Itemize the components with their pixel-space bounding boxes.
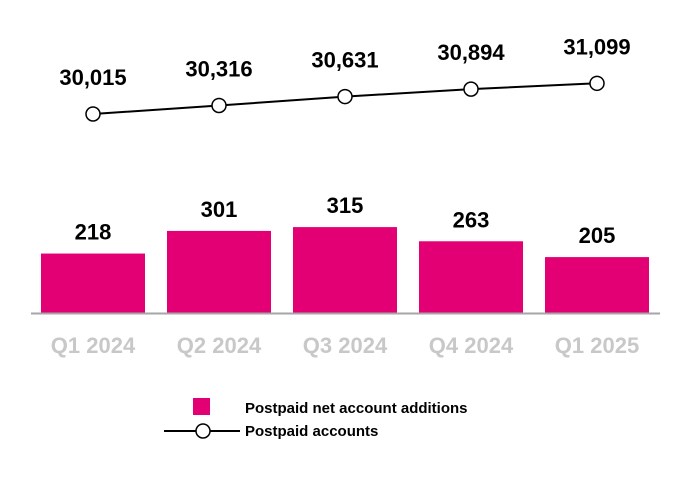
- line-value-label-2: 30,316: [185, 56, 252, 81]
- x-tick-layer: Q1 2024 Q2 2024 Q3 2024 Q4 2024 Q1 2025: [51, 333, 639, 358]
- legend-line-label: Postpaid accounts: [245, 423, 378, 440]
- bar-value-label-4: 263: [453, 207, 490, 232]
- line-value-label-1: 30,015: [59, 65, 126, 90]
- legend-bar-swatch: [193, 398, 210, 415]
- legend-bar-label: Postpaid net account additions: [245, 400, 468, 417]
- line-point-4: [463, 81, 479, 97]
- line-point-2: [211, 97, 227, 114]
- bar-2: [167, 230, 271, 313]
- bar-value-label-5: 205: [579, 223, 616, 248]
- line-value-label-3: 30,631: [311, 48, 378, 73]
- line-value-label-5: 31,099: [563, 34, 630, 59]
- x-tick-label-3: Q3 2024: [303, 333, 388, 358]
- line-point-5: [589, 75, 605, 92]
- line-point-3: [337, 88, 353, 105]
- bar-value-label-3: 315: [327, 193, 364, 218]
- bar-5: [545, 257, 649, 313]
- x-tick-label-5: Q1 2025: [555, 333, 639, 358]
- bar-series-layer: 218 301 315 263 205: [41, 193, 649, 313]
- bar-value-label-2: 301: [201, 197, 238, 222]
- bar-value-label-1: 218: [75, 220, 112, 245]
- bar-4: [419, 241, 523, 313]
- legend: Postpaid net account additions Postpaid …: [164, 398, 468, 440]
- line-point-1: [85, 106, 101, 122]
- x-tick-label-4: Q4 2024: [429, 333, 514, 358]
- bar-1: [41, 253, 145, 313]
- line-series-layer: 30,015 30,316 30,631 30,894 31,099: [59, 34, 631, 122]
- x-tick-label-2: Q2 2024: [177, 333, 262, 358]
- legend-line-marker: [195, 423, 211, 439]
- x-tick-label-1: Q1 2024: [51, 333, 136, 358]
- line-value-label-4: 30,894: [437, 40, 505, 65]
- bar-3: [293, 227, 397, 313]
